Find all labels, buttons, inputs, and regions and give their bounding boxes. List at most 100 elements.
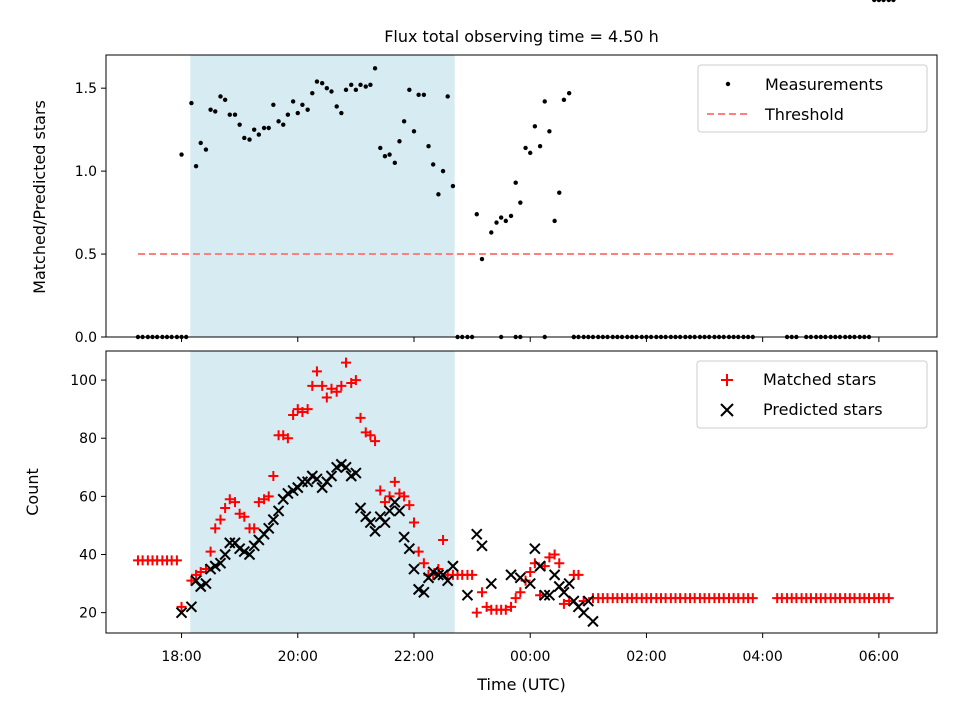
measurement-point bbox=[498, 215, 504, 220]
measurement-point bbox=[247, 137, 252, 142]
measurement-point bbox=[368, 82, 373, 88]
measurement-point bbox=[489, 230, 494, 235]
bottom-x-tick-label: 04:00 bbox=[742, 649, 782, 665]
measurement-point bbox=[508, 213, 514, 219]
matched-star-point bbox=[438, 534, 449, 545]
measurement-point bbox=[372, 66, 378, 71]
matched-star-point bbox=[544, 552, 555, 563]
predicted-star-point bbox=[393, 505, 406, 517]
x-axis-label: Time (UTC) bbox=[476, 675, 565, 694]
top-legend: Measurements Threshold bbox=[697, 64, 928, 133]
measurement-point bbox=[237, 122, 242, 127]
matched-star-point bbox=[263, 491, 274, 502]
bottom-y-ticks: 20 40 60 80 100 bbox=[70, 373, 106, 622]
matched-star-point bbox=[408, 517, 419, 528]
measurement-point bbox=[266, 125, 271, 131]
predicted-star-point bbox=[587, 615, 599, 628]
measurement-point bbox=[378, 145, 383, 151]
predicted-star-point bbox=[398, 531, 410, 543]
matched-star-point bbox=[350, 375, 361, 386]
predicted-star-point bbox=[311, 473, 323, 485]
predicted-star-point bbox=[447, 560, 459, 572]
measurement-point bbox=[343, 87, 349, 93]
matched-star-point bbox=[418, 558, 429, 569]
measurement-point bbox=[218, 94, 223, 99]
bottom-x-tick-label: 20:00 bbox=[278, 649, 318, 665]
matched-star-point bbox=[525, 566, 536, 577]
bottom-x-tick-label: 22:00 bbox=[394, 649, 434, 665]
matched-star-point bbox=[282, 433, 293, 444]
matched-star-point bbox=[476, 587, 487, 598]
predicted-star-point bbox=[577, 606, 590, 619]
measurement-point bbox=[387, 152, 392, 157]
measurement-point bbox=[382, 153, 388, 159]
predicted-star-point bbox=[238, 545, 251, 558]
measurement-point bbox=[295, 110, 300, 116]
measurement-point bbox=[189, 100, 194, 106]
matched-star-point bbox=[253, 497, 264, 508]
measurement-point bbox=[532, 124, 538, 129]
measurement-point bbox=[353, 87, 359, 93]
predicted-star-point bbox=[582, 595, 595, 607]
top-y-tick-label: 1.0 bbox=[75, 164, 97, 180]
measurement-point bbox=[547, 129, 552, 134]
bottom-y-tick-label: 80 bbox=[79, 431, 97, 447]
predicted-star-point bbox=[209, 560, 221, 572]
measurement-point bbox=[305, 107, 310, 112]
measurement-point bbox=[872, 0, 877, 3]
matched-star-point bbox=[355, 412, 366, 423]
matched-star-point bbox=[573, 569, 584, 580]
bottom-x-tick-label: 02:00 bbox=[626, 649, 666, 665]
predicted-star-point bbox=[485, 577, 497, 590]
matched-star-point bbox=[326, 383, 337, 394]
matched-star-point bbox=[370, 436, 381, 447]
measurement-point bbox=[513, 180, 518, 185]
matched-star-point bbox=[239, 511, 250, 522]
top-y-axis-label: Matched/Predicted stars bbox=[30, 100, 49, 294]
matched-star-point bbox=[384, 491, 395, 502]
measurement-point bbox=[193, 163, 199, 169]
matched-star-point bbox=[176, 601, 187, 612]
measurement-point bbox=[251, 127, 257, 132]
predicted-star-point bbox=[524, 577, 536, 590]
measurement-point bbox=[436, 192, 441, 197]
bottom-x-tick-label: 00:00 bbox=[510, 649, 550, 665]
matched-star-point bbox=[321, 392, 332, 403]
measurement-point bbox=[537, 144, 543, 149]
measurement-point bbox=[552, 218, 557, 224]
measurement-point bbox=[208, 107, 213, 112]
matched-star-point bbox=[549, 549, 560, 560]
predicted-star-point bbox=[175, 606, 188, 619]
matched-star-point bbox=[224, 494, 235, 505]
measurement-point bbox=[339, 110, 344, 116]
matched-star-point bbox=[220, 502, 231, 513]
legend-measurements-label: Measurements bbox=[765, 75, 883, 94]
top-legend-box bbox=[697, 64, 928, 133]
matched-star-point bbox=[558, 598, 569, 609]
matched-star-point bbox=[404, 500, 415, 511]
bottom-y-tick-label: 100 bbox=[70, 373, 97, 389]
bottom-y-tick-label: 40 bbox=[79, 548, 97, 564]
measurement-point bbox=[300, 102, 305, 107]
measurement-point bbox=[271, 102, 276, 107]
measurement-point bbox=[319, 81, 325, 86]
predicted-star-point bbox=[476, 540, 488, 552]
predicted-star-point bbox=[514, 572, 527, 584]
matched-star-point bbox=[307, 380, 318, 391]
measurement-point bbox=[474, 212, 479, 217]
legend-predicted-label: Predicted stars bbox=[763, 400, 883, 419]
predicted-star-point bbox=[214, 557, 227, 569]
predicted-star-point bbox=[224, 537, 236, 549]
matched-star-point bbox=[317, 380, 328, 391]
predicted-star-point bbox=[340, 461, 352, 473]
matched-star-point bbox=[297, 407, 308, 418]
top-y-tick-label: 0.0 bbox=[75, 330, 97, 346]
predicted-star-point bbox=[534, 560, 546, 572]
matched-star-point bbox=[336, 380, 347, 391]
measurement-point bbox=[179, 152, 184, 157]
measurement-point bbox=[411, 129, 417, 134]
measurement-point bbox=[232, 112, 238, 117]
predicted-star-point bbox=[379, 516, 391, 529]
legend-matched-marker bbox=[721, 374, 733, 386]
predicted-star-point bbox=[267, 513, 280, 526]
